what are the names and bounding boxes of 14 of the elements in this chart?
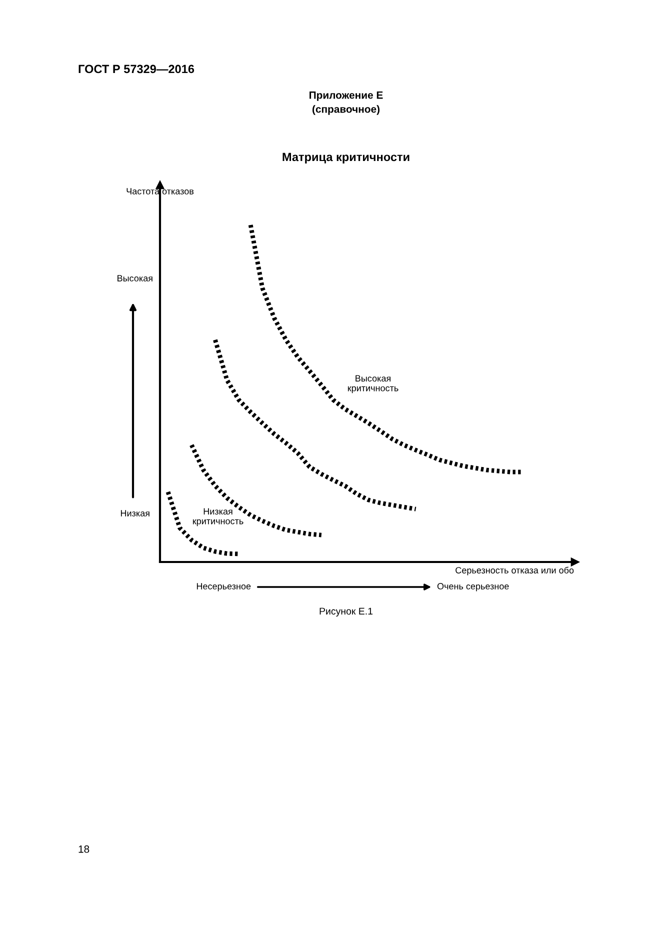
text: Низкая (120, 510, 150, 516)
y-axis-title: Частота отказов (126, 188, 194, 194)
text: ГОСТ Р 57329—2016 (78, 64, 194, 74)
text: Высокая (118, 275, 152, 282)
text: Очень серьезное (437, 583, 509, 592)
text: Рисунок Е.1 (320, 608, 373, 617)
annotation: Низкая критичность (192, 508, 244, 526)
chart-title: Матрица критичности (282, 152, 410, 164)
text: Приложение Е (310, 92, 383, 101)
text: Несерьезное (196, 583, 251, 592)
x-axis-title: Серьезность отказа или обо (456, 566, 574, 576)
text: 18 (78, 845, 90, 853)
text: (справочное) (312, 105, 380, 115)
annotation: Высокая критичность (348, 375, 398, 394)
